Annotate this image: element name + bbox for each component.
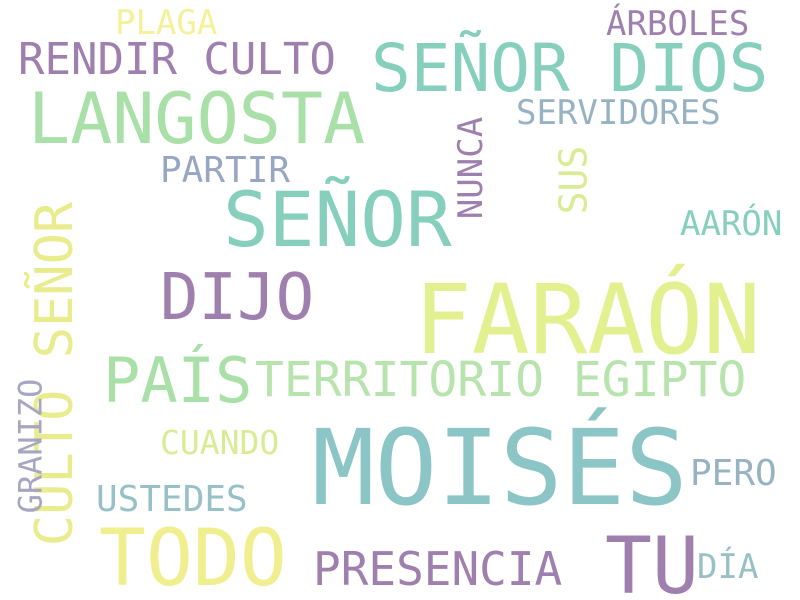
word-nunca: NUNCA: [451, 116, 492, 220]
word-langosta: LANGOSTA: [28, 78, 366, 160]
word-servidores: SERVIDORES: [516, 93, 721, 133]
word-todo: TODO: [99, 514, 287, 600]
word-rendir-culto: RENDIR CULTO: [18, 34, 336, 85]
word-sus: SUS: [551, 145, 596, 215]
word-presencia: PRESENCIA: [313, 542, 563, 596]
word-territorio-egipto: TERRITORIO EGIPTO: [255, 352, 747, 408]
word-arboles: ÁRBOLES: [606, 4, 750, 44]
word-ustedes: USTEDES: [96, 479, 248, 520]
word-senor: SEÑOR: [223, 175, 452, 264]
word-pero: PERO: [690, 453, 777, 494]
word-granizo: GRANIZO: [11, 378, 50, 514]
word-moises: MOISÉS: [312, 407, 688, 529]
word-aaron: AARÓN: [680, 204, 783, 244]
word-plaga: PLAGA: [115, 3, 218, 43]
word-faraon: FARAÓN: [414, 264, 761, 376]
word-dia: DÍA: [697, 547, 759, 587]
word-dijo: DIJO: [160, 261, 315, 335]
word-cuando: CUANDO: [160, 423, 280, 462]
word-tu: TU: [605, 522, 699, 600]
word-pais: PAÍS: [103, 344, 253, 417]
word-senor-dios: SEÑOR DIOS: [371, 30, 769, 107]
word-partir: PARTIR: [160, 150, 291, 191]
